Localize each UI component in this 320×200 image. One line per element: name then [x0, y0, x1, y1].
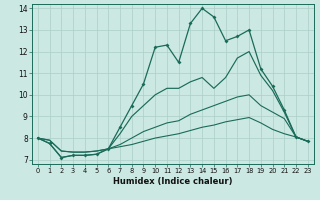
X-axis label: Humidex (Indice chaleur): Humidex (Indice chaleur)	[113, 177, 233, 186]
